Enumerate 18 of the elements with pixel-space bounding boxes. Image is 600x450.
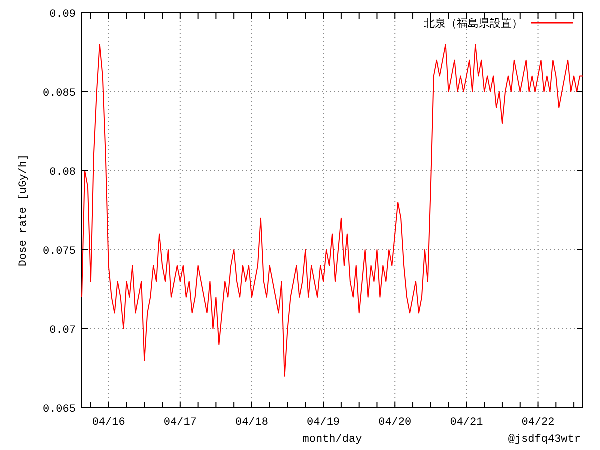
x-tick-label: 04/18 bbox=[235, 417, 268, 429]
series-label: 北泉（福島県設置） bbox=[424, 17, 523, 30]
y-tick-label: 0.065 bbox=[42, 404, 76, 416]
x-tick-label: 04/19 bbox=[307, 417, 340, 429]
y-tick-label: 0.075 bbox=[42, 246, 76, 258]
y-axis-title: Dose rate [uGy/h] bbox=[18, 154, 30, 267]
x-tick-label: 04/17 bbox=[164, 417, 197, 429]
y-tick-label: 0.085 bbox=[42, 88, 76, 100]
x-tick-label: 04/22 bbox=[522, 417, 555, 429]
y-tick-label: 0.08 bbox=[50, 167, 76, 179]
x-tick-label: 04/16 bbox=[92, 417, 126, 429]
y-tick-label: 0.07 bbox=[50, 325, 76, 337]
text: @jsdfq43wtr bbox=[508, 434, 581, 446]
line-series bbox=[82, 44, 584, 377]
y-tick-label: 0.09 bbox=[50, 9, 76, 21]
x-axis-title: month/day bbox=[302, 434, 363, 446]
x-tick-label: 04/20 bbox=[378, 417, 412, 429]
x-tick-label: 04/21 bbox=[450, 417, 484, 429]
